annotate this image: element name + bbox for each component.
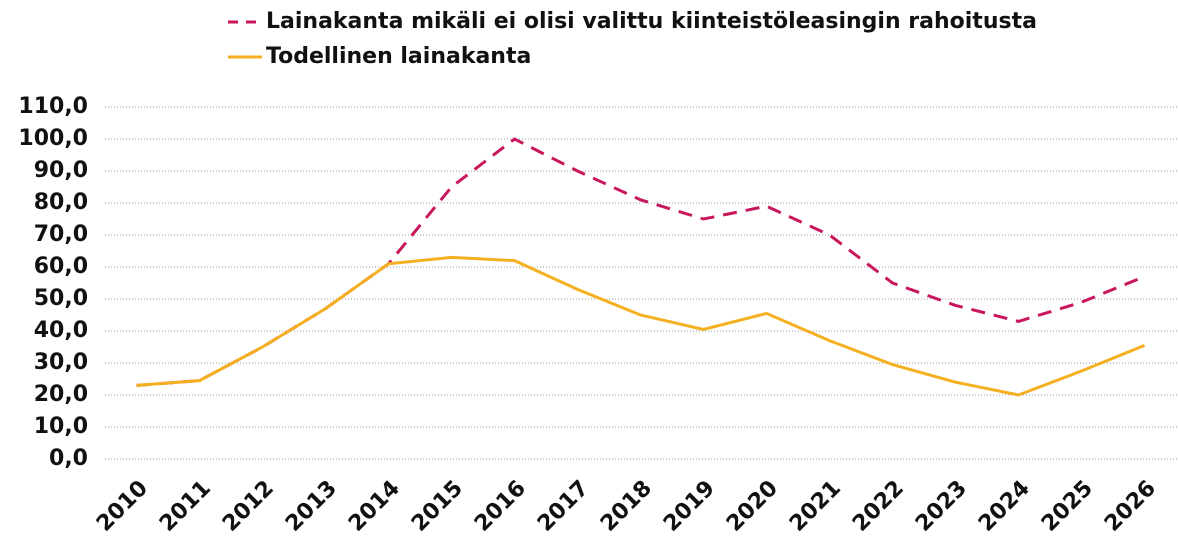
series-line bbox=[136, 255, 1146, 397]
y-tick-label: 30,0 bbox=[34, 350, 88, 375]
y-tick-label: 40,0 bbox=[34, 318, 88, 343]
y-tick-label: 80,0 bbox=[34, 190, 88, 215]
y-tick-label: 70,0 bbox=[34, 222, 88, 247]
x-tick-label: 2019 bbox=[659, 476, 720, 537]
x-tick-label: 2018 bbox=[596, 476, 657, 537]
x-tick-label: 2025 bbox=[1037, 476, 1098, 537]
y-tick-label: 90,0 bbox=[34, 158, 88, 183]
x-tick-label: 2011 bbox=[155, 476, 216, 537]
x-tick-label: 2016 bbox=[470, 476, 531, 537]
y-tick-label: 0,0 bbox=[49, 446, 88, 471]
legend-label: Todellinen lainakanta bbox=[266, 44, 531, 69]
x-tick-label: 2020 bbox=[722, 476, 783, 537]
y-tick-label: 20,0 bbox=[34, 382, 88, 407]
x-tick-label: 2013 bbox=[281, 476, 342, 537]
x-tick-label: 2010 bbox=[92, 476, 153, 537]
x-tick-label: 2024 bbox=[974, 476, 1035, 537]
x-tick-label: 2022 bbox=[848, 476, 909, 537]
x-tick-label: 2015 bbox=[407, 476, 468, 537]
x-tick-label: 2023 bbox=[911, 476, 972, 537]
series-line bbox=[136, 137, 1146, 387]
x-tick-label: 2021 bbox=[785, 476, 846, 537]
y-tick-label: 50,0 bbox=[34, 286, 88, 311]
y-tick-label: 100,0 bbox=[18, 126, 88, 151]
x-tick-label: 2017 bbox=[533, 476, 594, 537]
y-tick-label: 60,0 bbox=[34, 254, 88, 279]
x-tick-label: 2012 bbox=[218, 476, 279, 537]
x-tick-label: 2014 bbox=[344, 476, 405, 537]
y-tick-label: 110,0 bbox=[18, 94, 88, 119]
x-tick-label: 2026 bbox=[1100, 476, 1161, 537]
legend-label: Lainakanta mikäli ei olisi valittu kiint… bbox=[266, 9, 1037, 34]
y-tick-label: 10,0 bbox=[34, 414, 88, 439]
